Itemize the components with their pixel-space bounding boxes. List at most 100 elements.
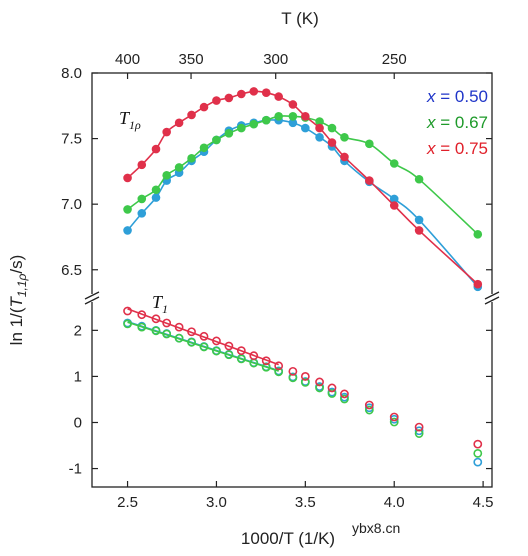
t1rho-point-1-0 (123, 205, 132, 214)
svg-text:ln 1/(T1,1ρ/s): ln 1/(T1,1ρ/s) (7, 255, 29, 346)
t1-point-2-19 (389, 412, 399, 422)
axis-break-mask-right (484, 294, 500, 302)
upper-y-tick-label-1: 7.0 (61, 196, 82, 213)
t1rho-point-1-4 (174, 163, 184, 172)
t1rho-point-2-6 (199, 102, 209, 112)
top-tick-label-1: 350 (179, 51, 204, 68)
t1rho-point-1-5 (187, 153, 196, 163)
axis-break-left-lower (84, 296, 100, 305)
t1-point-1-17 (340, 394, 349, 404)
t1rho-point-1-10 (249, 119, 259, 129)
t1rho-point-2-18 (365, 176, 374, 185)
t1-point-2-12 (274, 361, 284, 371)
t1-point-0-21 (473, 457, 483, 467)
x-axis-title: 1000/T (1/K) (241, 529, 335, 548)
t1rho-point-0-15 (315, 132, 324, 142)
t1-point-2-18 (364, 400, 374, 410)
t1-point-2-1 (137, 310, 147, 320)
top-tick-label-0: 400 (115, 51, 140, 68)
t1-point-1-16 (327, 389, 337, 398)
t1rho-point-2-13 (288, 100, 298, 109)
t1rho-fit-line-1 (127, 115, 479, 235)
t1rho-point-1-3 (162, 171, 171, 180)
t1-point-0-20 (414, 426, 424, 436)
t1-point-2-21 (473, 439, 483, 449)
t1-point-2-13 (288, 366, 298, 376)
t1-point-2-6 (199, 331, 209, 341)
t1rho-point-2-15 (315, 123, 324, 133)
y-axis-title: ln 1/(T1,1ρ/s) (7, 255, 29, 346)
t1rho-point-1-12 (274, 111, 283, 121)
t1rho-point-1-2 (151, 185, 161, 195)
t1-point-2-0 (123, 306, 132, 316)
t1-point-1-21 (473, 448, 483, 458)
t1rho-point-0-2 (151, 193, 161, 202)
t1rho-point-2-7 (212, 96, 221, 105)
t1-point-1-4 (174, 333, 184, 343)
legend: x = 0.50 x = 0.67 x = 0.75 (426, 87, 488, 158)
t1rho-point-1-15 (315, 117, 324, 126)
t1-point-1-6 (199, 342, 209, 352)
t1-point-1-2 (151, 326, 161, 336)
t1rho-point-2-20 (414, 226, 424, 235)
t1-point-1-14 (300, 378, 310, 387)
t1rho-point-2-21 (473, 279, 483, 289)
t1rho-point-2-14 (301, 111, 310, 121)
t1rho-point-1-9 (237, 123, 246, 133)
t1-point-2-16 (327, 383, 337, 393)
t1-point-1-7 (212, 346, 221, 356)
t1-point-2-15 (315, 377, 324, 387)
t1-point-2-17 (340, 389, 349, 399)
t1rho-point-2-3 (162, 127, 171, 137)
legend-entry-1: x = 0.67 (426, 113, 488, 132)
t1-point-2-4 (174, 322, 184, 332)
t1rho-fit-line-0 (126, 119, 479, 288)
t1rho-point-1-7 (212, 135, 221, 145)
t1rho-point-2-19 (389, 201, 399, 210)
top-tick-label-2: 300 (263, 51, 288, 68)
upper-y-tick-label-2: 7.5 (61, 131, 82, 148)
x-tick-label-3: 4.0 (384, 494, 405, 511)
t1rho-point-2-4 (174, 118, 184, 128)
t1-point-1-8 (224, 350, 234, 360)
legend-entry-0: x = 0.50 (426, 87, 488, 106)
t1-point-2-11 (261, 356, 271, 366)
t1-point-2-7 (212, 336, 221, 346)
x-tick-label-0: 2.5 (117, 494, 138, 511)
t1-point-2-3 (162, 318, 172, 328)
t1rho-point-1-21 (473, 230, 483, 239)
t1-point-1-1 (137, 322, 147, 332)
lower-panel-label: T1 (152, 292, 168, 316)
t1-point-2-20 (414, 422, 424, 432)
axis-break-right-upper (484, 291, 500, 300)
x-tick-label-2: 3.5 (295, 494, 316, 511)
t1rho-point-1-8 (224, 129, 234, 138)
top-tick-label-3: 250 (382, 51, 407, 68)
t1rho-point-2-16 (327, 138, 337, 147)
t1-point-1-9 (236, 354, 246, 364)
legend-entry-2: x = 0.75 (426, 139, 488, 158)
t1rho-point-2-5 (187, 110, 196, 120)
t1-point-1-5 (187, 337, 196, 347)
t1-point-2-10 (249, 351, 259, 361)
lower-y-tick-label-2: 1 (74, 368, 82, 385)
t1-point-1-0 (123, 319, 132, 329)
t1-point-1-15 (315, 383, 324, 393)
t1rho-point-2-8 (224, 93, 234, 103)
t1-point-2-9 (236, 346, 246, 356)
t1rho-point-2-17 (340, 152, 349, 162)
axis-break-right-lower (484, 296, 500, 305)
upper-panel-label: T1ρ (119, 108, 141, 132)
t1-point-1-12 (274, 367, 284, 377)
t1rho-point-2-2 (151, 144, 161, 154)
lower-y-tick-label-0: -1 (69, 461, 82, 478)
t1rho-point-1-1 (137, 194, 147, 204)
t1rho-point-1-19 (389, 159, 399, 168)
t1-fit-line-2 (127, 308, 279, 366)
t1rho-point-1-16 (327, 123, 337, 133)
t1rho-point-1-11 (261, 115, 271, 125)
t1-point-2-8 (224, 341, 234, 351)
axis-break-left-upper (84, 291, 100, 300)
t1rho-point-0-13 (288, 118, 298, 128)
t1rho-point-2-1 (137, 160, 147, 170)
